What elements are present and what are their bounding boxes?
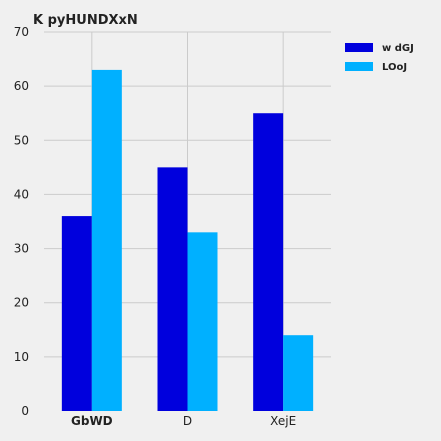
y-tick-label: 50 xyxy=(14,133,29,147)
y-tick-label: 60 xyxy=(14,79,29,93)
y-tick-label: 20 xyxy=(14,296,29,310)
y-tick-label: 70 xyxy=(14,25,29,39)
y-tick-label: 0 xyxy=(21,404,29,418)
bar-2-GbWD xyxy=(91,69,122,412)
bar-1-D xyxy=(157,167,188,411)
y-tick-label: 40 xyxy=(14,187,29,201)
y-tick-label: 10 xyxy=(14,350,29,364)
x-tick-label: GbWD xyxy=(71,414,113,428)
x-tick-label: XejE xyxy=(270,414,296,428)
legend-label-2: LOoJ xyxy=(382,62,407,73)
bar-2-D xyxy=(187,232,218,411)
legend-swatch-2 xyxy=(345,62,373,71)
legend: w dGJ LOoJ xyxy=(345,43,414,73)
chart-title: K pyHUNDXxN xyxy=(33,13,138,28)
legend-label-1: w dGJ xyxy=(382,43,414,54)
y-axis-ticks: 0 10 20 30 40 50 60 70 xyxy=(14,25,29,418)
y-tick-label: 30 xyxy=(14,242,29,256)
x-tick-label: D xyxy=(183,414,192,428)
legend-swatch-1 xyxy=(345,43,373,52)
bar-1-XejE xyxy=(253,113,284,411)
bar-2-XejE xyxy=(283,335,314,411)
bars xyxy=(61,69,314,412)
bar-1-GbWD xyxy=(61,216,92,411)
x-axis-ticks: GbWD D XejE xyxy=(71,414,296,428)
